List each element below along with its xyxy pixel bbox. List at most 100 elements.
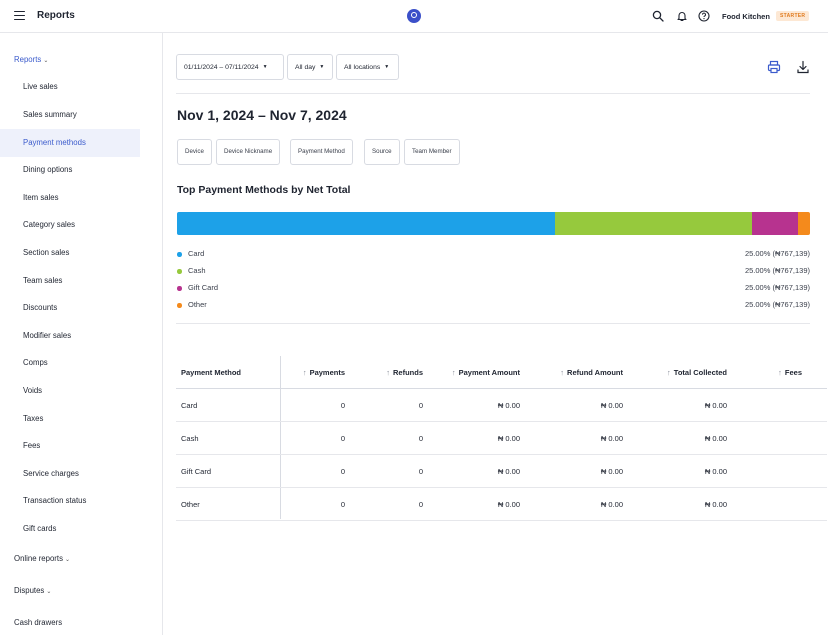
sidebar-item-section-sales[interactable]: Section sales <box>23 248 70 257</box>
sidebar-group-label: Online reports <box>14 554 63 563</box>
table-row: Card 0 0 ₦ 0.00 ₦ 0.00 ₦ 0.00 <box>176 389 827 422</box>
legend-dot-cash <box>177 269 182 274</box>
bell-icon[interactable] <box>676 10 688 22</box>
chevron-down-icon: ▼ <box>319 64 325 70</box>
sidebar-item-gift-cards[interactable]: Gift cards <box>23 524 57 533</box>
column-header-total-collected[interactable]: ↑ Total Collected <box>667 356 727 389</box>
account-name[interactable]: Food Kitchen <box>722 12 770 21</box>
plan-badge: STARTER <box>776 11 810 21</box>
bar-segment-card <box>177 212 555 235</box>
cell-refund-amount: ₦ 0.00 <box>600 401 623 410</box>
column-header-fees[interactable]: ↑ Fees <box>778 356 802 389</box>
cell-payments: 0 <box>340 467 345 476</box>
sidebar-item-dining-options[interactable]: Dining options <box>23 165 73 174</box>
cell-payment-method: Card <box>181 401 198 410</box>
legend-row: Cash 25.00% (₦767,139) <box>177 266 810 278</box>
cell-payment-method: Cash <box>181 434 199 443</box>
legend-dot-other <box>177 303 182 308</box>
legend-row: Other 25.00% (₦767,139) <box>177 300 810 312</box>
chevron-down-icon: ▼ <box>262 64 268 70</box>
download-icon[interactable] <box>796 60 810 74</box>
sidebar-item-service-charges[interactable]: Service charges <box>23 469 79 478</box>
column-header-payment-method[interactable]: Payment Method <box>181 368 242 377</box>
column-header-refund-amount[interactable]: ↑ Refund Amount <box>560 356 623 389</box>
group-by-source[interactable]: Source <box>364 139 400 165</box>
sidebar-item-team-sales[interactable]: Team sales <box>23 276 63 285</box>
sidebar-item-cash-drawers[interactable]: Cash drawers <box>14 618 63 627</box>
sidebar-item-item-sales[interactable]: Item sales <box>23 193 59 202</box>
sidebar-item-modifier-sales[interactable]: Modifier sales <box>23 331 72 340</box>
sidebar-item-taxes[interactable]: Taxes <box>23 414 44 423</box>
sort-arrow-icon: ↑ <box>386 368 390 377</box>
help-icon[interactable] <box>698 10 710 22</box>
sidebar-item-category-sales[interactable]: Category sales <box>23 220 76 229</box>
sidebar-item-discounts[interactable]: Discounts <box>23 303 58 312</box>
column-header-label: Fees <box>784 368 802 377</box>
cell-total-collected: ₦ 0.00 <box>704 401 727 410</box>
cell-refund-amount: ₦ 0.00 <box>600 467 623 476</box>
sort-arrow-icon: ↑ <box>560 368 565 377</box>
brand-logo[interactable] <box>407 9 421 23</box>
sidebar-item-payment-methods[interactable]: Payment methods <box>0 129 140 157</box>
cell-refunds: 0 <box>418 467 423 476</box>
locations-filter-label: All locations <box>344 63 381 71</box>
sidebar-item-fees[interactable]: Fees <box>23 441 41 450</box>
group-by-payment-method[interactable]: Payment Method <box>290 139 353 165</box>
sidebar-group-disputes[interactable]: Disputes ⌄ <box>14 586 51 595</box>
column-header-label: Payments <box>309 368 345 377</box>
table-row: Other 0 0 ₦ 0.00 ₦ 0.00 ₦ 0.00 <box>176 488 827 521</box>
sidebar-item-sales-summary[interactable]: Sales summary <box>23 110 77 119</box>
divider <box>176 323 810 324</box>
time-filter[interactable]: All day ▼ <box>287 54 333 80</box>
sidebar-item-comps[interactable]: Comps <box>23 358 48 367</box>
menu-icon[interactable] <box>14 11 25 21</box>
sidebar-group-reports[interactable]: Reports ⌄ <box>14 55 48 64</box>
divider <box>176 93 810 94</box>
table-row: Gift Card 0 0 ₦ 0.00 ₦ 0.00 ₦ 0.00 <box>176 455 827 488</box>
sidebar-item-transaction-status[interactable]: Transaction status <box>23 496 87 505</box>
cell-payments: 0 <box>340 500 345 509</box>
time-filter-label: All day <box>295 63 316 71</box>
legend-value: 25.00% (₦767,139) <box>744 283 810 292</box>
payment-methods-bar-chart <box>177 212 810 235</box>
cell-refunds: 0 <box>418 434 423 443</box>
cell-payments: 0 <box>340 434 345 443</box>
chevron-down-icon: ⌄ <box>46 589 52 595</box>
legend-value: 25.00% (₦767,139) <box>744 300 810 309</box>
bar-segment-other <box>797 212 810 235</box>
group-by-device[interactable]: Device <box>177 139 212 165</box>
bar-segment-gift-card <box>751 212 798 235</box>
cell-payment-amount: ₦ 0.00 <box>497 467 520 476</box>
search-icon[interactable] <box>652 10 664 22</box>
legend-value: 25.00% (₦767,139) <box>744 266 810 275</box>
legend-label: Other <box>188 300 207 309</box>
cell-payment-amount: ₦ 0.00 <box>497 500 520 509</box>
table-row: Cash 0 0 ₦ 0.00 ₦ 0.00 ₦ 0.00 <box>176 422 827 455</box>
column-header-payments[interactable]: ↑ Payments <box>303 356 345 389</box>
column-header-payment-amount[interactable]: ↑ Payment Amount <box>452 356 520 389</box>
locations-filter[interactable]: All locations ▼ <box>336 54 399 80</box>
column-header-label: Refunds <box>393 368 423 377</box>
column-header-refunds[interactable]: ↑ Refunds <box>386 356 423 389</box>
print-icon[interactable] <box>767 60 781 74</box>
cell-refunds: 0 <box>418 500 423 509</box>
cell-payment-method: Gift Card <box>181 467 212 476</box>
legend-row: Card 25.00% (₦767,139) <box>177 249 810 261</box>
chevron-down-icon: ⌄ <box>64 557 71 563</box>
payment-methods-table: Payment Method ↑ Payments ↑ Refunds ↑ Payme… <box>176 356 827 521</box>
cell-total-collected: ₦ 0.00 <box>704 434 727 443</box>
group-by-team-member[interactable]: Team Member <box>404 139 460 165</box>
sort-arrow-icon: ↑ <box>667 368 671 377</box>
sidebar-group-online-reports[interactable]: Online reports ⌄ <box>14 554 70 563</box>
group-by-device-nickname[interactable]: Device Nickname <box>216 139 281 165</box>
sidebar-item-live-sales[interactable]: Live sales <box>23 82 58 91</box>
chart-title: Top Payment Methods by Net Total <box>177 184 351 196</box>
sidebar-group-label: Reports <box>14 55 42 64</box>
top-bar: Reports Food Kitchen STARTER <box>0 0 828 33</box>
sidebar-item-voids[interactable]: Voids <box>23 386 43 395</box>
chevron-down-icon: ▼ <box>384 64 390 70</box>
date-range-filter[interactable]: 01/11/2024 – 07/11/2024 ▼ <box>176 54 284 80</box>
legend-label: Cash <box>188 266 206 275</box>
cell-total-collected: ₦ 0.00 <box>704 467 727 476</box>
cell-payment-amount: ₦ 0.00 <box>497 401 520 410</box>
